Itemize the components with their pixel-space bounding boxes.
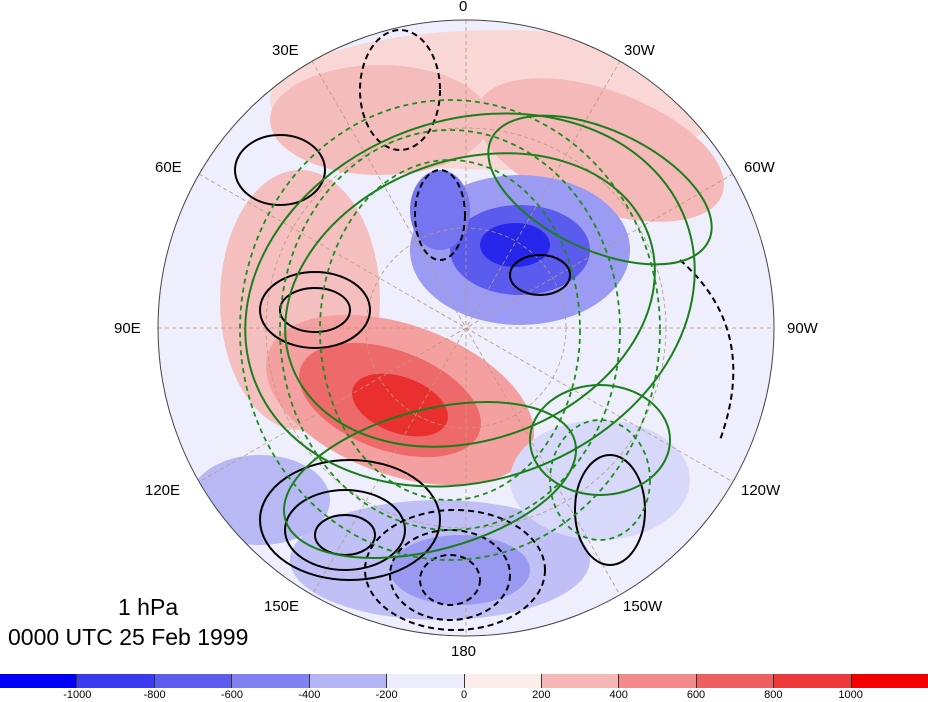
lon-label-30e: 30E xyxy=(272,42,299,59)
colorbar-tick-label: 1000 xyxy=(838,689,863,701)
colorbar-swatch xyxy=(774,674,852,688)
colorbar-tick-label: -600 xyxy=(220,689,244,701)
lon-label-120w: 120W xyxy=(741,482,781,499)
contours-black-dashed xyxy=(359,29,735,631)
lon-label-150e: 150E xyxy=(264,598,300,615)
lon-label-30w: 30W xyxy=(624,42,655,59)
colorbar-swatch xyxy=(387,674,465,688)
lon-label-150w: 150W xyxy=(623,598,663,615)
colorbar-swatch xyxy=(619,674,697,688)
map-border xyxy=(157,19,775,637)
colorbar-swatch xyxy=(77,674,155,688)
contours-green-solid xyxy=(244,112,713,559)
title-time: 0000 UTC 25 Feb 1999 xyxy=(8,624,249,650)
colorbar-swatch xyxy=(696,674,775,688)
colorbar-swatch xyxy=(464,674,542,688)
colorbar-tick-label: 0 xyxy=(460,689,468,701)
colorbar-tick-label: 600 xyxy=(686,689,706,701)
contours-green-dashed xyxy=(239,99,661,561)
colorbar-swatch xyxy=(309,674,388,688)
colorbar xyxy=(0,674,928,688)
lon-label-90e: 90E xyxy=(114,320,141,337)
colorbar-tick-label: 400 xyxy=(609,689,628,701)
colorbar-swatch xyxy=(851,674,928,688)
lon-label-0: 0 xyxy=(459,0,468,15)
colorbar-tick-label: -800 xyxy=(143,689,166,701)
lon-label-120e: 120E xyxy=(145,482,181,499)
colorbar-tick-label: 200 xyxy=(532,689,551,701)
colorbar-tick-label: -200 xyxy=(375,689,398,701)
colorbar-tick-label: -400 xyxy=(298,689,321,701)
lon-label-180: 180 xyxy=(451,643,477,660)
lon-label-90w: 90W xyxy=(787,320,818,337)
lon-label-60w: 60W xyxy=(744,159,775,176)
title-level: 1 hPa xyxy=(118,594,179,620)
colorbar-tick-label: 800 xyxy=(764,689,783,701)
colorbar-swatch xyxy=(0,674,78,688)
colorbar-swatch xyxy=(541,674,620,688)
contours-black-solid xyxy=(234,134,646,581)
lon-label-60e: 60E xyxy=(155,159,182,176)
colorbar-swatch xyxy=(154,674,233,688)
colorbar-swatch xyxy=(232,674,310,688)
colorbar-tick-label: -1000 xyxy=(63,689,92,701)
